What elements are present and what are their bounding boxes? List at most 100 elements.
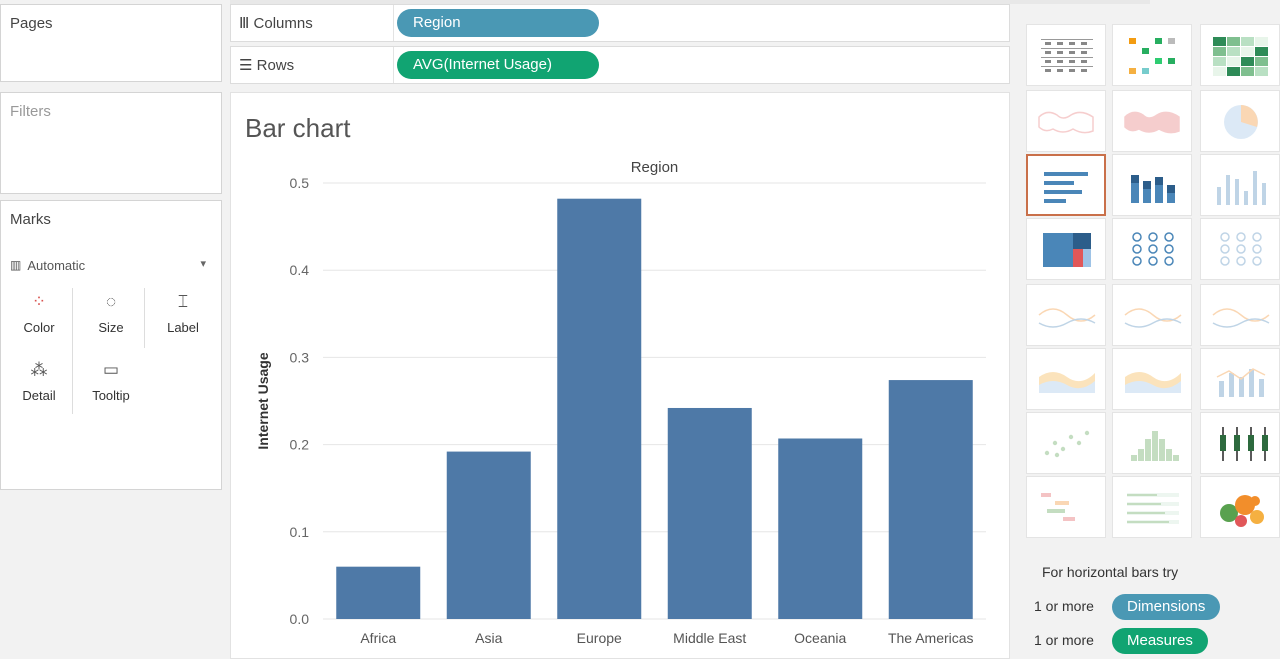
side-by-side-bars-icon bbox=[1217, 171, 1266, 205]
bar bbox=[557, 198, 642, 620]
mark-divider bbox=[72, 288, 73, 414]
chart-type-box-and-whisker[interactable] bbox=[1200, 412, 1280, 474]
x-tick-label: Africa bbox=[360, 630, 396, 646]
scatter-plot-icon bbox=[1044, 430, 1090, 458]
heat-map-icon bbox=[1129, 38, 1175, 74]
y-tick-label: 0.1 bbox=[290, 524, 310, 540]
filters-card[interactable]: Filters bbox=[0, 92, 222, 194]
bar bbox=[667, 407, 752, 619]
show-me-hint: For horizontal bars try bbox=[1042, 564, 1179, 580]
chart-type-dual-lines[interactable] bbox=[1200, 284, 1280, 346]
rows-shelf[interactable]: ☰ Rows AVG(Internet Usage) bbox=[230, 46, 1010, 84]
columns-label-text: Columns bbox=[253, 15, 313, 32]
dual-combination-icon bbox=[1216, 368, 1266, 397]
x-tick-label: Asia bbox=[475, 630, 502, 646]
gantt-chart-icon bbox=[1041, 493, 1075, 521]
area-continuous-icon bbox=[1039, 372, 1095, 393]
detail-label: Detail bbox=[22, 388, 56, 403]
bar bbox=[778, 438, 863, 619]
chart-type-treemap[interactable] bbox=[1026, 218, 1106, 280]
shelf-divider bbox=[393, 47, 394, 83]
color-dots-icon: ⁘ bbox=[31, 292, 47, 311]
chart-type-continuous-lines[interactable] bbox=[1026, 284, 1106, 346]
chart-type-packed-bubbles[interactable] bbox=[1200, 476, 1280, 538]
bar bbox=[888, 380, 973, 619]
chevron-down-icon: ▾ bbox=[200, 258, 206, 270]
detail-button[interactable]: ⁂ Detail bbox=[6, 354, 72, 418]
x-tick-label: Oceania bbox=[794, 630, 846, 646]
chart-type-highlight-table[interactable] bbox=[1200, 24, 1280, 86]
chart-type-pie-chart[interactable] bbox=[1200, 90, 1280, 152]
pie-chart-icon bbox=[1224, 105, 1258, 139]
label-button[interactable]: ⌶ Label bbox=[150, 286, 216, 350]
dimensions-requirement: 1 or more bbox=[1034, 598, 1094, 614]
marks-card: Marks bbox=[0, 200, 222, 490]
chart-type-horizontal-bars[interactable] bbox=[1026, 154, 1106, 216]
bar bbox=[446, 451, 531, 619]
chart-type-symbol-map[interactable] bbox=[1026, 90, 1106, 152]
highlight-table-icon bbox=[1213, 37, 1268, 76]
chart-type-scatter-plot[interactable] bbox=[1026, 412, 1106, 474]
area-discrete-icon bbox=[1125, 372, 1181, 393]
chart-type-dual-combination[interactable] bbox=[1200, 348, 1280, 410]
bullet-graph-icon bbox=[1127, 493, 1179, 524]
bar bbox=[336, 566, 421, 619]
column-header: Region bbox=[631, 159, 679, 176]
columns-label: Ⅲ Columns bbox=[239, 14, 313, 32]
chart-type-histogram[interactable] bbox=[1112, 412, 1192, 474]
box-and-whisker-icon bbox=[1220, 427, 1268, 461]
chart-type-bullet-graph[interactable] bbox=[1112, 476, 1192, 538]
columns-icon: Ⅲ bbox=[239, 15, 250, 32]
chart-type-circle-views[interactable] bbox=[1112, 218, 1192, 280]
bar-chart-icon: ▥ bbox=[10, 258, 22, 272]
y-tick-label: 0.3 bbox=[290, 349, 310, 365]
size-icon: ◌ bbox=[105, 292, 117, 311]
chart-type-text-table[interactable] bbox=[1026, 24, 1106, 86]
label-label: Label bbox=[167, 320, 199, 335]
avg-internet-usage-pill[interactable]: AVG(Internet Usage) bbox=[397, 51, 599, 79]
region-pill[interactable]: Region bbox=[397, 9, 599, 37]
chart-type-side-by-side-circles[interactable] bbox=[1200, 218, 1280, 280]
chart-type-stacked-bars[interactable] bbox=[1112, 154, 1192, 216]
x-tick-label: Europe bbox=[577, 630, 622, 646]
circle-views-icon bbox=[1132, 232, 1174, 266]
measures-pill: Measures bbox=[1112, 628, 1208, 654]
mark-type-dropdown[interactable]: ▥ Automatic ▾ bbox=[10, 252, 212, 278]
side-by-side-circles-icon bbox=[1220, 232, 1262, 266]
toolbar-edge bbox=[230, 0, 1150, 4]
chart-type-filled-map[interactable] bbox=[1112, 90, 1192, 152]
rows-label-text: Rows bbox=[256, 57, 295, 74]
shelf-divider bbox=[393, 5, 394, 41]
measures-requirement: 1 or more bbox=[1034, 632, 1094, 648]
dimensions-pill: Dimensions bbox=[1112, 594, 1221, 620]
size-label: Size bbox=[98, 320, 124, 335]
size-button[interactable]: ◌ Size bbox=[78, 286, 144, 350]
filled-map-icon bbox=[1124, 111, 1180, 134]
chart-type-discrete-lines[interactable] bbox=[1112, 284, 1192, 346]
chart-type-heat-map[interactable] bbox=[1112, 24, 1192, 86]
detail-icon: ⁂ bbox=[30, 360, 48, 379]
bar-chart: Region 0.0 0.1 0.2 0.3 0.4 0.5 Internet Usage Af… bbox=[255, 159, 986, 646]
horizontal-bars-icon bbox=[1044, 172, 1088, 203]
text-table-icon bbox=[1041, 39, 1093, 72]
tooltip-icon: ▭ bbox=[102, 360, 120, 379]
discrete-lines-icon bbox=[1124, 308, 1182, 328]
symbol-map-icon bbox=[1038, 111, 1094, 134]
tooltip-label: Tooltip bbox=[92, 388, 130, 403]
columns-shelf[interactable]: Ⅲ Columns Region bbox=[230, 4, 1010, 42]
pages-title: Pages bbox=[10, 15, 53, 32]
color-button[interactable]: ⁘ Color bbox=[6, 286, 72, 350]
color-label: Color bbox=[23, 320, 55, 335]
chart-type-area-discrete[interactable] bbox=[1112, 348, 1192, 410]
sheet-title[interactable]: Bar chart bbox=[245, 113, 351, 143]
chart-type-gantt-chart[interactable] bbox=[1026, 476, 1106, 538]
x-tick-label: Middle East bbox=[673, 630, 746, 646]
pages-card[interactable]: Pages bbox=[0, 4, 222, 82]
chart-type-side-by-side-bars[interactable] bbox=[1200, 154, 1280, 216]
chart-type-area-continuous[interactable] bbox=[1026, 348, 1106, 410]
tooltip-button[interactable]: ▭ Tooltip bbox=[78, 354, 144, 418]
show-me-panel: For horizontal bars try 1 or more Dimensio… bbox=[1016, 8, 1280, 659]
treemap-icon bbox=[1043, 233, 1091, 267]
y-tick-label: 0.4 bbox=[290, 262, 310, 278]
